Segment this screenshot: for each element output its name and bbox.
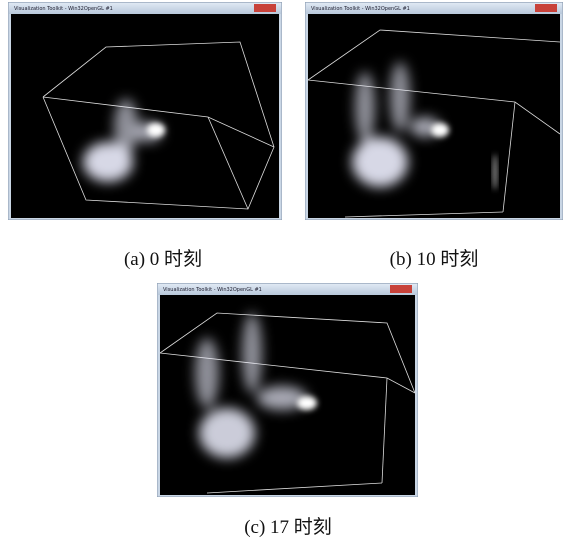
window-c: Visualization Toolkit - Win32OpenGL #1	[157, 283, 418, 497]
caption: (a) 0 时刻	[63, 244, 263, 271]
caption: (b) 10 时刻	[334, 244, 534, 271]
window-title: Visualization Toolkit - Win32OpenGL #1	[14, 6, 113, 12]
close-button[interactable]	[254, 4, 276, 12]
close-button[interactable]	[535, 4, 557, 12]
page: Visualization Toolkit - Win32OpenGL #1 V…	[0, 0, 576, 543]
caption: (c) 17 时刻	[188, 512, 388, 539]
window-b: Visualization Toolkit - Win32OpenGL #1	[305, 2, 563, 220]
window-title: Visualization Toolkit - Win32OpenGL #1	[311, 6, 410, 12]
window-a: Visualization Toolkit - Win32OpenGL #1	[8, 2, 282, 220]
close-button[interactable]	[390, 285, 412, 293]
window-title: Visualization Toolkit - Win32OpenGL #1	[163, 287, 262, 293]
